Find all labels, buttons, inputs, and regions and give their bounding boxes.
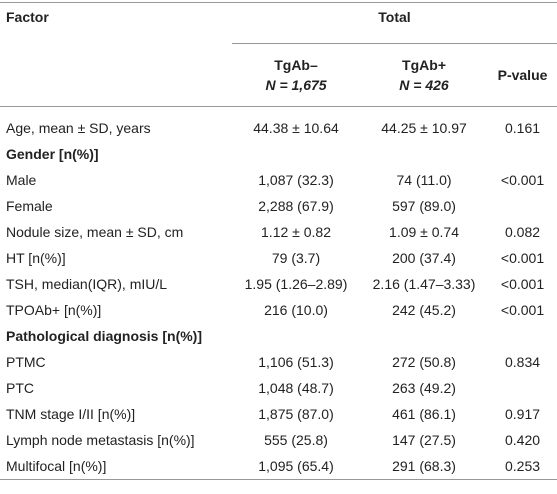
value-cell: 0.834	[504, 353, 541, 370]
value-cell: <0.001	[500, 301, 545, 318]
value-cell: 1,875 (87.0)	[258, 405, 334, 422]
value-cell: 0.420	[504, 431, 541, 448]
value-cell: 147 (27.5)	[392, 431, 456, 448]
table-row: PTMC 1,106 (51.3) 272 (50.8) 0.834	[0, 349, 557, 375]
header-row: Factor Total	[0, 2, 557, 44]
row-label: Lymph node metastasis [n(%)]	[6, 431, 195, 448]
total-header: Total	[232, 2, 557, 44]
value-cell: 44.38 ± 10.64	[253, 119, 339, 136]
value-cell: 0.161	[504, 119, 541, 136]
empty-cell	[0, 43, 232, 106]
data-table: Factor Total TgAb– N = 1,675 TgAb+ N = 426 P…	[0, 2, 557, 480]
value-cell: 242 (45.2)	[392, 301, 456, 318]
section-label: Gender [n(%)]	[6, 145, 99, 162]
row-label: TSH, median(IQR), mIU/L	[6, 275, 168, 292]
value-cell: 79 (3.7)	[271, 249, 321, 266]
table-row: PTC 1,048 (48.7) 263 (49.2)	[0, 375, 557, 401]
column-header: TgAb– N = 1,675	[232, 43, 360, 106]
column-header: TgAb+ N = 426	[360, 43, 488, 106]
value-cell: 1.09 ± 0.74	[389, 223, 459, 240]
table-row: TSH, median(IQR), mIU/L 1.95 (1.26–2.89) 2…	[0, 271, 557, 297]
factor-header: Factor	[6, 9, 49, 25]
table-row: Nodule size, mean ± SD, cm 1.12 ± 0.82 1.0…	[0, 219, 557, 245]
value-cell: 200 (37.4)	[392, 249, 456, 266]
value-cell: <0.001	[500, 249, 545, 266]
column-header-line: P-value	[497, 66, 548, 83]
value-cell: 1,087 (32.3)	[258, 171, 334, 188]
value-cell: 555 (25.8)	[264, 431, 328, 448]
column-header-line: N = 1,675	[265, 76, 327, 93]
table-row: Gender [n(%)]	[0, 141, 557, 167]
row-label: TNM stage I/II [n(%)]	[6, 405, 136, 422]
value-cell: 272 (50.8)	[392, 353, 456, 370]
table-row: TNM stage I/II [n(%)] 1,875 (87.0) 461 (86…	[0, 401, 557, 427]
value-cell: <0.001	[500, 171, 545, 188]
row-label: TPOAb+ [n(%)]	[6, 301, 102, 318]
table-row: Female 2,288 (67.9) 597 (89.0)	[0, 193, 557, 219]
value-cell: 461 (86.1)	[392, 405, 456, 422]
value-cell: 0.082	[504, 223, 541, 240]
row-label: Male	[6, 171, 37, 188]
row-label: Age, mean ± SD, years	[6, 119, 151, 136]
value-cell: 0.917	[504, 405, 541, 422]
row-label: Nodule size, mean ± SD, cm	[6, 223, 184, 240]
column-header: P-value	[488, 43, 557, 106]
value-cell: 1,095 (65.4)	[258, 457, 334, 474]
value-cell: 216 (10.0)	[264, 301, 328, 318]
table-row: Male 1,087 (32.3) 74 (11.0) <0.001	[0, 167, 557, 193]
value-cell: 1,048 (48.7)	[258, 379, 334, 396]
value-cell: <0.001	[500, 275, 545, 292]
column-header-line: N = 426	[399, 76, 449, 93]
table-row: TPOAb+ [n(%)] 216 (10.0) 242 (45.2) <0.001	[0, 297, 557, 323]
row-label: PTC	[6, 379, 34, 396]
value-cell: 2,288 (67.9)	[258, 197, 334, 214]
section-label: Pathological diagnosis [n(%)]	[6, 327, 203, 344]
empty-cell	[488, 193, 557, 219]
table-body: Age, mean ± SD, years 44.38 ± 10.64 44.25 …	[0, 106, 557, 479]
value-cell: 1,106 (51.3)	[258, 353, 334, 370]
value-cell: 44.25 ± 10.97	[381, 119, 467, 136]
table-header: Factor Total TgAb– N = 1,675 TgAb+ N = 426 P…	[0, 2, 557, 106]
value-cell: 1.95 (1.26–2.89)	[244, 275, 348, 292]
table-row: Multifocal [n(%)] 1,095 (65.4) 291 (68.3) 0…	[0, 453, 557, 479]
table-row: Age, mean ± SD, years 44.38 ± 10.64 44.25 …	[0, 106, 557, 141]
subheader-row: TgAb– N = 1,675 TgAb+ N = 426 P-value	[0, 43, 557, 106]
table-row: HT [n(%)] 79 (3.7) 200 (37.4) <0.001	[0, 245, 557, 271]
column-header-line: TgAb–	[274, 56, 318, 73]
value-cell: 1.12 ± 0.82	[261, 223, 331, 240]
row-label: Multifocal [n(%)]	[6, 457, 107, 474]
empty-cell	[488, 375, 557, 401]
value-cell: 597 (89.0)	[392, 197, 456, 214]
row-label: Female	[6, 197, 53, 214]
value-cell: 263 (49.2)	[392, 379, 456, 396]
table-row: Pathological diagnosis [n(%)]	[0, 323, 557, 349]
column-header-line: TgAb+	[402, 56, 446, 73]
row-label: PTMC	[6, 353, 46, 370]
table-row: Lymph node metastasis [n(%)] 555 (25.8) 14…	[0, 427, 557, 453]
value-cell: 2.16 (1.47–3.33)	[372, 275, 476, 292]
value-cell: 0.253	[504, 457, 541, 474]
value-cell: 291 (68.3)	[392, 457, 456, 474]
value-cell: 74 (11.0)	[396, 171, 452, 188]
row-label: HT [n(%)]	[6, 249, 66, 266]
